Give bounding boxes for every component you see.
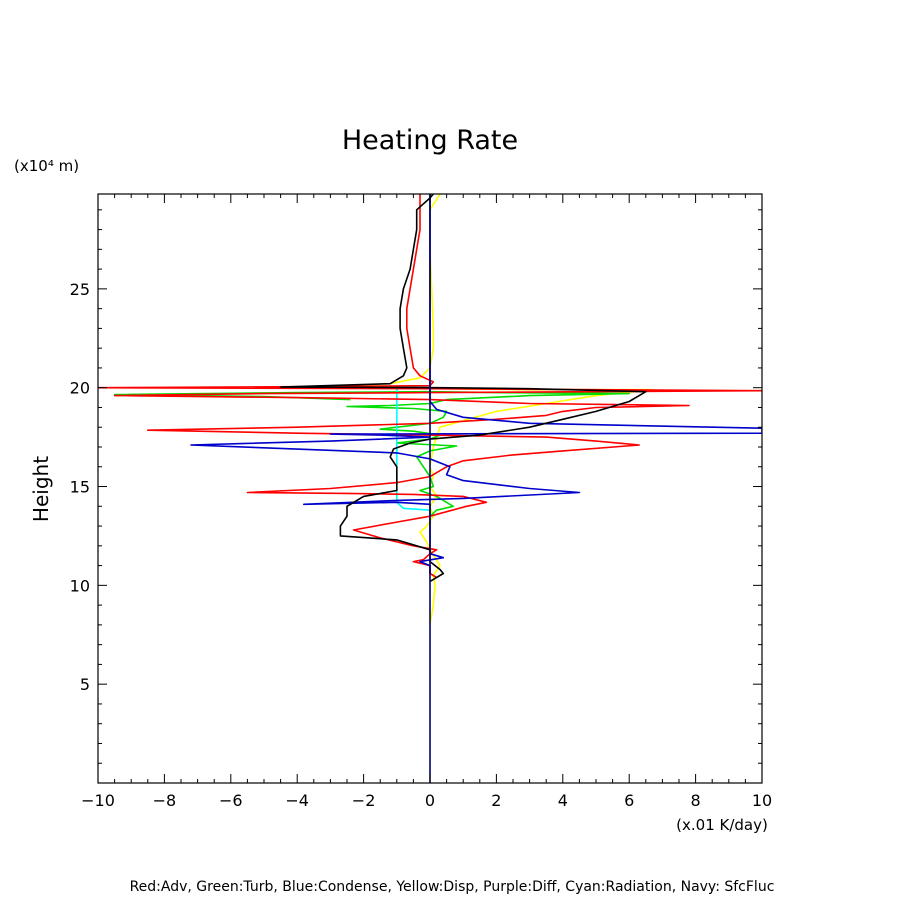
y-unit-label: (x10⁴ m) [14,157,79,175]
y-axis-label: Height [29,456,53,522]
y-tick-label: 20 [70,379,90,398]
legend-caption: Red:Adv, Green:Turb, Blue:Condense, Yell… [130,879,775,895]
x-tick-label: −8 [153,791,177,810]
series-line-1 [349,194,654,626]
axis-ticks: −10 −8 −6 −4 −2 0 2 4 6 8 10 5 10 15 20 25 [70,194,772,810]
series-line-4 [98,194,762,579]
plot-frame [97,193,763,784]
y-tick-label: 5 [80,675,90,694]
y-tick-label: 25 [70,280,90,299]
x-tick-label: 6 [624,791,634,810]
x-tick-label: 4 [558,791,568,810]
series-line-2 [113,390,631,517]
chart-title: Heating Rate [342,125,518,156]
x-tick-label: 0 [425,791,435,810]
x-tick-label: −4 [285,791,309,810]
x-tick-label: 8 [691,791,701,810]
y-tick-label: 15 [70,478,90,497]
x-unit-label: (x.01 K/day) [676,816,768,834]
x-tick-label: −2 [352,791,376,810]
y-tick-label: 10 [70,576,90,595]
series-layer [98,194,762,783]
x-tick-label: −10 [81,791,115,810]
x-tick-label: 2 [491,791,501,810]
series-line-5 [190,194,762,574]
series-line-6 [279,194,647,583]
x-tick-label: 10 [752,791,772,810]
x-tick-label: −6 [219,791,243,810]
